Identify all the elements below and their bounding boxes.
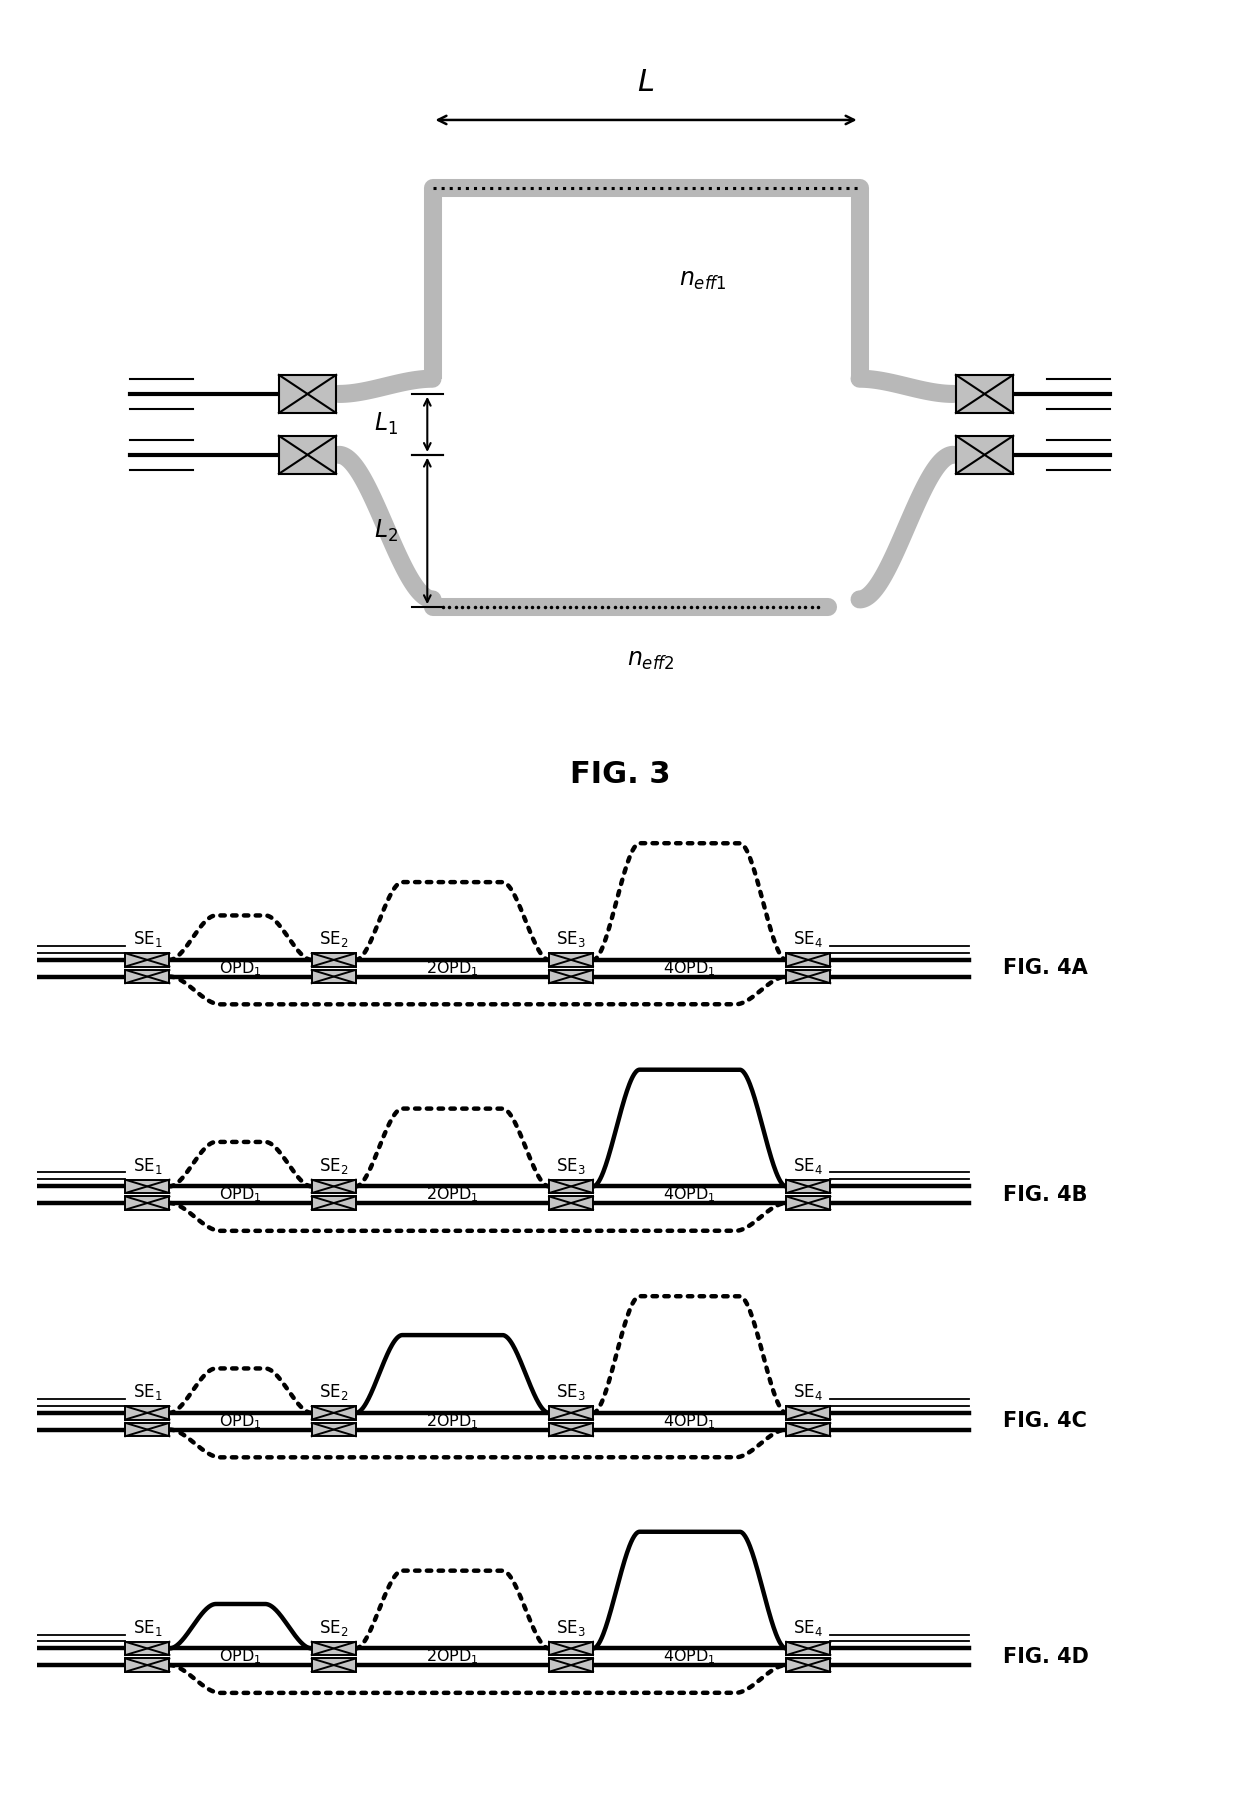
- Text: 2OPD$_1$: 2OPD$_1$: [427, 1412, 479, 1430]
- Bar: [549, 1642, 593, 1654]
- Bar: [786, 1406, 831, 1419]
- Bar: [279, 437, 336, 473]
- Text: SE$_4$: SE$_4$: [794, 930, 823, 949]
- Bar: [311, 953, 356, 966]
- Bar: [786, 1180, 831, 1192]
- Bar: [549, 1196, 593, 1210]
- Text: OPD$_1$: OPD$_1$: [219, 959, 262, 977]
- Text: SE$_4$: SE$_4$: [794, 1156, 823, 1176]
- Text: 4OPD$_1$: 4OPD$_1$: [663, 1412, 715, 1430]
- Text: SE$_4$: SE$_4$: [794, 1618, 823, 1638]
- Text: 2OPD$_1$: 2OPD$_1$: [427, 959, 479, 977]
- Bar: [786, 1658, 831, 1672]
- Text: FIG. 4B: FIG. 4B: [1003, 1185, 1087, 1205]
- Text: SE$_3$: SE$_3$: [557, 1383, 585, 1402]
- Bar: [125, 1180, 170, 1192]
- Text: SE$_1$: SE$_1$: [133, 930, 162, 949]
- Text: SE$_1$: SE$_1$: [133, 1618, 162, 1638]
- Bar: [786, 1196, 831, 1210]
- Bar: [311, 1642, 356, 1654]
- Bar: [549, 953, 593, 966]
- Bar: [125, 1642, 170, 1654]
- Bar: [311, 1180, 356, 1192]
- Text: $L_2$: $L_2$: [373, 518, 398, 544]
- Text: FIG. 4A: FIG. 4A: [1003, 959, 1087, 978]
- Text: FIG. 3: FIG. 3: [569, 759, 671, 788]
- Bar: [311, 969, 356, 984]
- Bar: [549, 1406, 593, 1419]
- Text: SE$_4$: SE$_4$: [794, 1383, 823, 1402]
- Bar: [311, 1658, 356, 1672]
- Bar: [125, 1406, 170, 1419]
- Text: SE$_1$: SE$_1$: [133, 1156, 162, 1176]
- Bar: [311, 1422, 356, 1437]
- Text: L: L: [637, 69, 655, 98]
- Text: 2OPD$_1$: 2OPD$_1$: [427, 1185, 479, 1203]
- Text: 2OPD$_1$: 2OPD$_1$: [427, 1647, 479, 1665]
- Text: OPD$_1$: OPD$_1$: [219, 1412, 262, 1430]
- Text: 4OPD$_1$: 4OPD$_1$: [663, 1647, 715, 1665]
- Bar: [786, 953, 831, 966]
- Bar: [125, 953, 170, 966]
- Bar: [549, 1180, 593, 1192]
- Bar: [279, 375, 336, 413]
- Text: $L_1$: $L_1$: [373, 411, 398, 437]
- Text: SE$_2$: SE$_2$: [319, 1618, 348, 1638]
- Bar: [786, 1422, 831, 1437]
- Bar: [125, 1422, 170, 1437]
- Text: FIG. 4D: FIG. 4D: [1003, 1647, 1089, 1667]
- Bar: [311, 1406, 356, 1419]
- Bar: [311, 1196, 356, 1210]
- Text: $n_{eff1}$: $n_{eff1}$: [680, 268, 727, 292]
- Bar: [786, 969, 831, 984]
- Bar: [786, 1642, 831, 1654]
- Bar: [125, 1196, 170, 1210]
- Text: 4OPD$_1$: 4OPD$_1$: [663, 1185, 715, 1203]
- Bar: [549, 969, 593, 984]
- Text: FIG. 4C: FIG. 4C: [1003, 1412, 1087, 1431]
- Bar: [125, 969, 170, 984]
- Text: SE$_2$: SE$_2$: [319, 930, 348, 949]
- Text: SE$_2$: SE$_2$: [319, 1383, 348, 1402]
- Bar: [956, 437, 1013, 473]
- Bar: [125, 1658, 170, 1672]
- Text: $n_{eff2}$: $n_{eff2}$: [627, 649, 675, 672]
- Text: SE$_1$: SE$_1$: [133, 1383, 162, 1402]
- Text: OPD$_1$: OPD$_1$: [219, 1647, 262, 1665]
- Text: 4OPD$_1$: 4OPD$_1$: [663, 959, 715, 977]
- Text: SE$_2$: SE$_2$: [319, 1156, 348, 1176]
- Bar: [549, 1658, 593, 1672]
- Bar: [549, 1422, 593, 1437]
- Text: SE$_3$: SE$_3$: [557, 1618, 585, 1638]
- Bar: [956, 375, 1013, 413]
- Text: SE$_3$: SE$_3$: [557, 1156, 585, 1176]
- Text: OPD$_1$: OPD$_1$: [219, 1185, 262, 1203]
- Text: SE$_3$: SE$_3$: [557, 930, 585, 949]
